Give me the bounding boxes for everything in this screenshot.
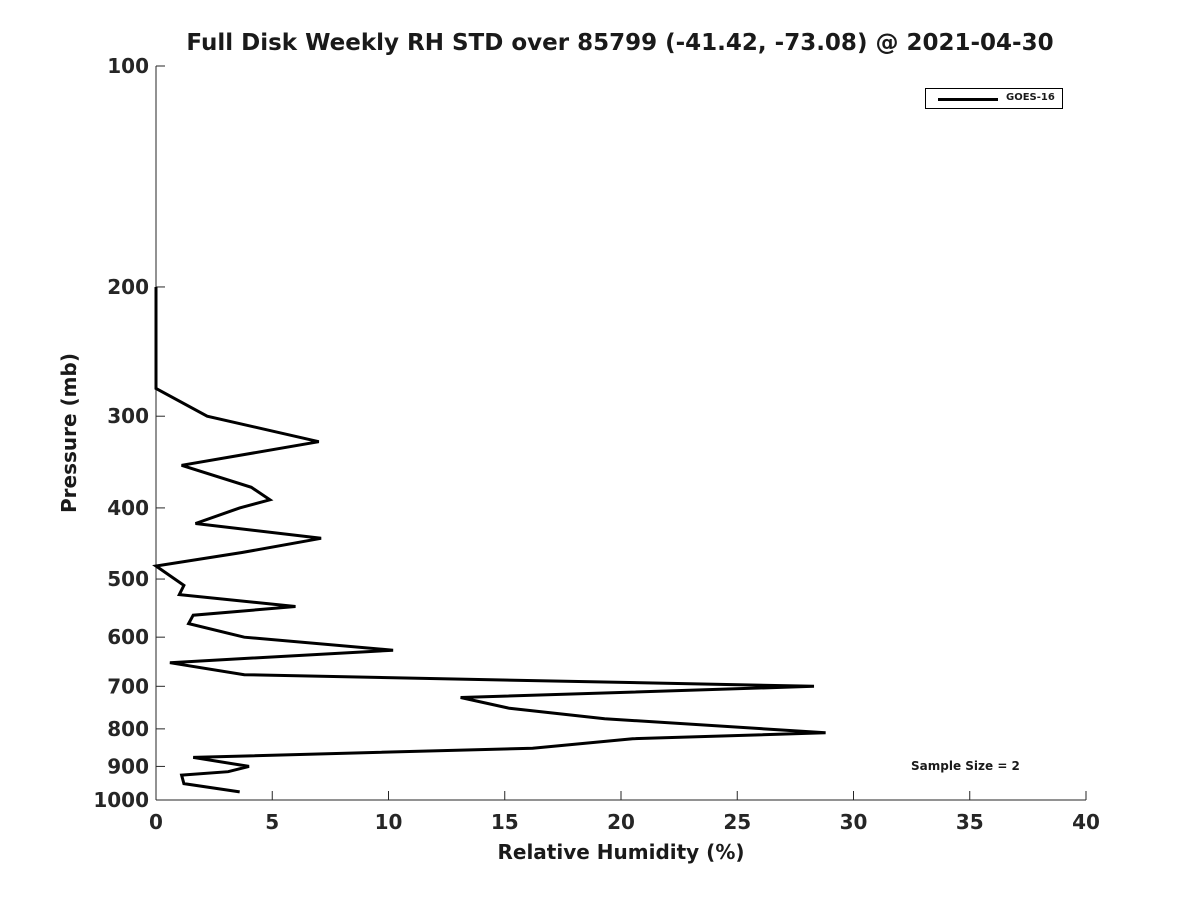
legend-line-swatch: [938, 98, 998, 101]
x-tick-label: 35: [956, 810, 984, 834]
legend: GOES-16: [925, 88, 1063, 109]
x-tick-label: 5: [265, 810, 279, 834]
y-tick-label: 1000: [93, 788, 149, 812]
series-layer: [152, 287, 826, 794]
y-tick-label: 300: [107, 404, 149, 428]
plot-axes: [155, 66, 1086, 801]
chart-title: Full Disk Weekly RH STD over 85799 (-41.…: [186, 30, 1054, 56]
x-tick-label: 10: [375, 810, 403, 834]
y-tick-label: 800: [107, 717, 149, 741]
y-tick-label: 900: [107, 754, 149, 778]
y-tick-label: 600: [107, 625, 149, 649]
x-tick-label: 30: [840, 810, 868, 834]
x-tick-label: 20: [607, 810, 635, 834]
sample-size-annotation: Sample Size = 2: [911, 759, 1020, 773]
x-tick-label: 0: [149, 810, 163, 834]
y-tick-label: 700: [107, 674, 149, 698]
y-axis-label: Pressure (mb): [57, 353, 81, 513]
y-tick-label: 100: [107, 54, 149, 78]
axis-ticks: 0 5 10 15 20 25 30 35 40 100 200 300 400 500 600 700 800…: [93, 54, 1100, 834]
y-tick-label: 200: [107, 275, 149, 299]
x-tick-label: 25: [723, 810, 751, 834]
x-tick-label: 15: [491, 810, 519, 834]
y-tick-label: 500: [107, 567, 149, 591]
y-tick-label: 400: [107, 496, 149, 520]
legend-label-goes-16: GOES-16: [1006, 92, 1055, 103]
series-line-goes-16: [152, 287, 826, 794]
x-axis-label: Relative Humidity (%): [497, 840, 745, 864]
x-tick-label: 40: [1072, 810, 1100, 834]
